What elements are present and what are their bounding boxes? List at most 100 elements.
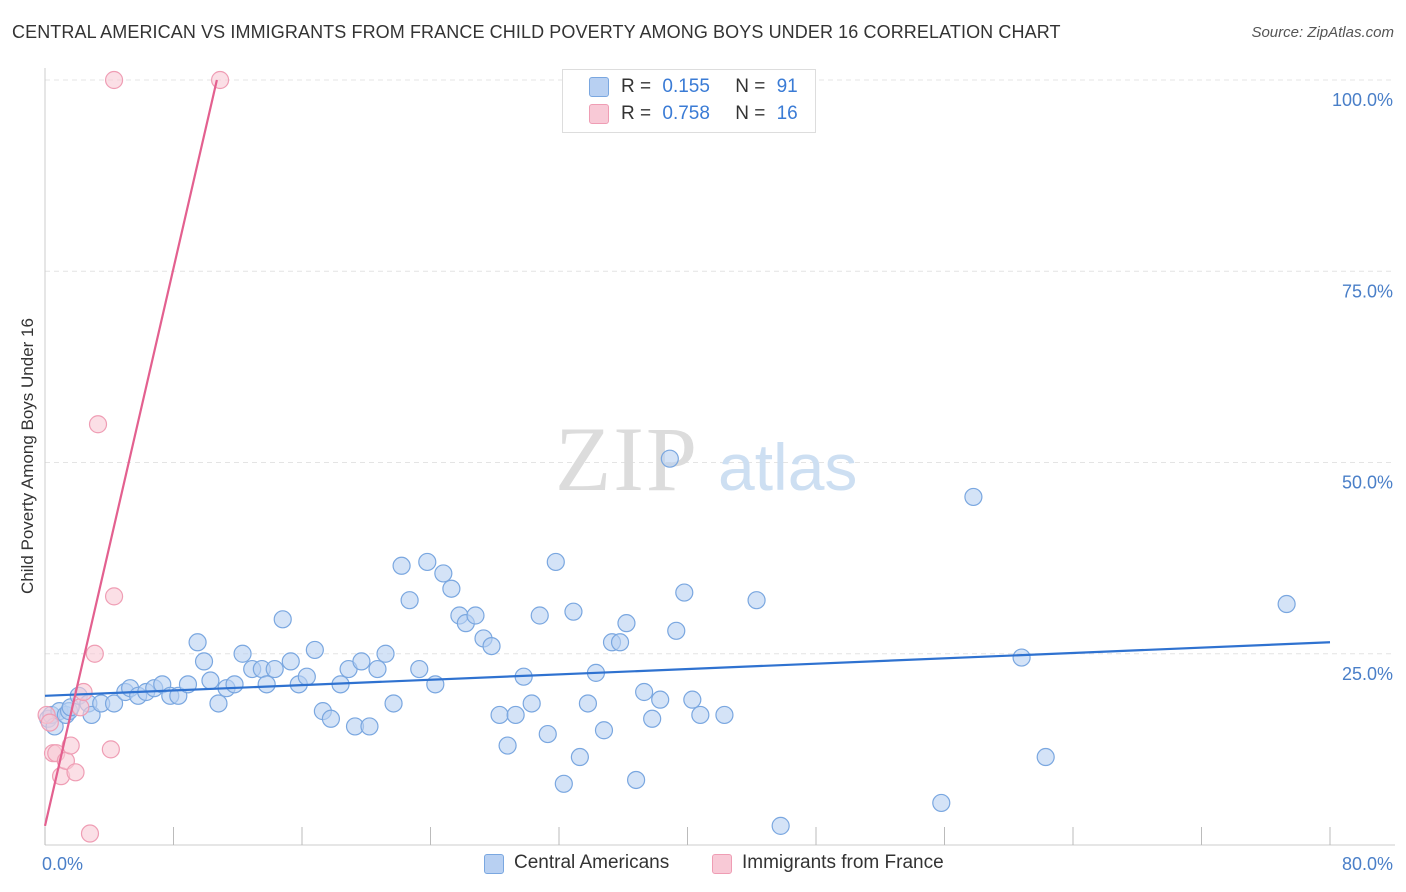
legend-r-label: R = [621, 103, 652, 124]
y-tick-label: 100.0% [1332, 90, 1393, 110]
france-points [37, 70, 230, 843]
central-americans-point [578, 694, 598, 713]
legend-swatch-france [589, 104, 609, 124]
bottom-legend-swatch-france [712, 854, 732, 874]
central-americans-point [209, 694, 228, 713]
france-trend-line [43, 79, 218, 827]
central-americans-point [257, 675, 276, 694]
central-americans-point [376, 644, 395, 663]
central-americans-point [498, 736, 517, 755]
france-point [104, 587, 124, 606]
central-americans-point [321, 709, 341, 728]
central-americans-point [771, 816, 790, 835]
central-americans-point [305, 640, 324, 660]
correlation-legend: R = 0.155 N = 91 R = 0.758 N = 16 [562, 69, 816, 133]
central-americans-point [281, 652, 300, 671]
bottom-legend-swatch-central [484, 854, 504, 874]
central-americans-point [442, 579, 461, 598]
central-americans-point [538, 724, 557, 744]
legend-swatch-central [589, 77, 609, 97]
central-americans-point [506, 705, 525, 725]
central-americans-point [201, 671, 220, 690]
central-americans-trend-line [44, 641, 1331, 697]
central-americans-point [594, 721, 614, 740]
central-americans-point [265, 659, 284, 679]
bottom-legend-label-central: Central Americans [514, 852, 670, 873]
france-point [66, 763, 85, 782]
tick-labels: 25.0% 50.0% 75.0% 100.0% 0.0% 80.0% [42, 90, 1393, 874]
gridlines [45, 79, 1395, 655]
central-americans-point [617, 614, 636, 633]
central-americans-point [715, 705, 734, 725]
central-americans-point [570, 747, 589, 767]
central-americans-point [610, 633, 630, 652]
central-americans-point [1012, 648, 1031, 667]
central-americans-point [667, 621, 686, 640]
central-americans-point [384, 694, 403, 713]
central-americans-point [635, 682, 654, 702]
central-americans-point [360, 717, 379, 736]
central-americans-point [691, 705, 710, 725]
chart-title: CENTRAL AMERICAN VS IMMIGRANTS FROM FRAN… [12, 22, 1061, 42]
france-point [85, 644, 104, 663]
central-americans-point [410, 659, 429, 679]
central-americans-point [352, 652, 371, 671]
central-americans-point [651, 690, 670, 709]
legend-n-value: 91 [776, 76, 798, 97]
central-americans-point [932, 793, 951, 813]
central-americans-point [233, 644, 252, 663]
central-americans-point [273, 610, 292, 629]
central-americans-point [194, 652, 214, 671]
central-americans-point [466, 606, 485, 625]
central-americans-point [747, 591, 766, 610]
france-point [80, 824, 100, 843]
central-americans-point [368, 659, 387, 679]
france-point [101, 740, 120, 759]
central-americans-point [104, 694, 124, 713]
central-americans-point [1277, 594, 1296, 614]
france-point [88, 415, 108, 434]
source-label: Source: ZipAtlas.com [1251, 24, 1394, 41]
legend-r-label: R = [621, 76, 652, 97]
central-americans-point [522, 694, 541, 713]
bottom-legend-label-france: Immigrants from France [742, 852, 944, 873]
france-point [61, 736, 80, 755]
legend-n-label: N = [735, 103, 766, 124]
watermark: ZIP atlas [555, 408, 857, 510]
central-americans-point [418, 552, 437, 572]
legend-r-value: 0.155 [662, 76, 710, 97]
legend-n-value: 16 [776, 103, 798, 124]
central-americans-point [530, 606, 549, 625]
central-americans-point [564, 602, 583, 621]
france-point [104, 70, 124, 90]
x-tick-label-min: 0.0% [42, 854, 83, 874]
y-tick-label: 50.0% [1342, 473, 1393, 493]
legend-r-value: 0.758 [662, 103, 710, 124]
central-americans-point [490, 705, 509, 725]
y-tick-label: 75.0% [1342, 281, 1393, 301]
central-americans-point [626, 770, 646, 790]
central-americans-point [297, 667, 316, 686]
y-tick-label: 25.0% [1342, 664, 1393, 684]
central-americans-point [434, 564, 453, 583]
central-americans-point [482, 636, 501, 656]
central-americans-point [225, 675, 244, 694]
central-americans-point [660, 449, 679, 468]
legend-n-label: N = [735, 76, 766, 97]
central-americans-point [400, 591, 419, 610]
central-americans-point [392, 556, 411, 575]
central-americans-point [1036, 747, 1055, 767]
trend-lines [43, 79, 1331, 827]
central-americans-point [554, 774, 573, 793]
central-americans-point [683, 690, 702, 709]
france-point [210, 70, 230, 90]
watermark-atlas: atlas [718, 430, 857, 504]
central-americans-points [39, 449, 1296, 835]
central-americans-point [546, 552, 565, 572]
france-point [40, 713, 59, 732]
central-americans-point [188, 633, 207, 652]
central-americans-point [675, 583, 694, 602]
central-americans-point [964, 487, 983, 507]
central-americans-point [643, 709, 662, 728]
